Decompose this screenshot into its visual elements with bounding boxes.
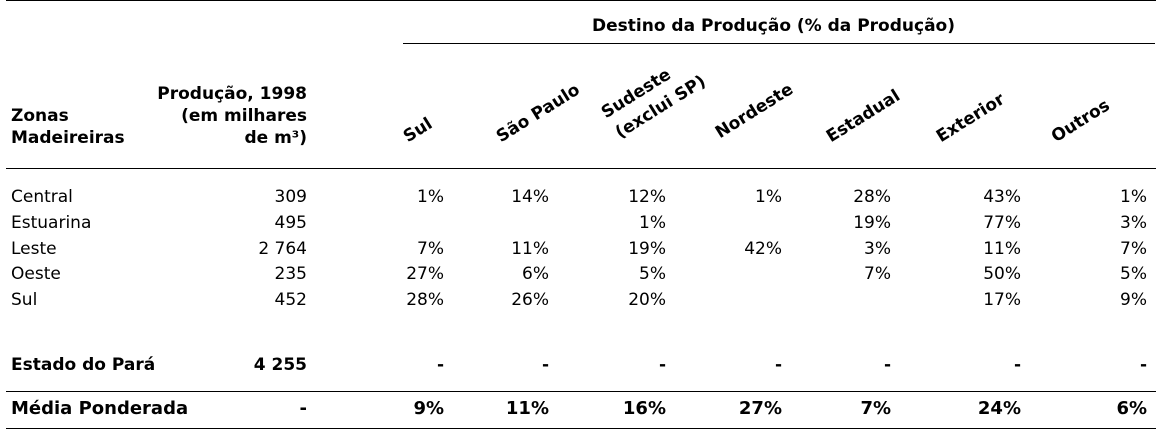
col-header-sul: Sul <box>399 113 437 147</box>
row-cell: 1% <box>755 187 782 207</box>
col-header-nordeste: Nordeste <box>711 79 797 143</box>
row-cell: 7% <box>417 239 444 259</box>
row-cell: 12% <box>628 187 666 207</box>
estado-cell: - <box>1139 355 1147 375</box>
row-cell: 3% <box>1120 213 1147 233</box>
producao-header-line1: Produção, 1998 <box>157 84 307 104</box>
header-rule <box>6 168 1156 169</box>
row-cell: 20% <box>628 290 666 310</box>
estado-cell: - <box>541 355 549 375</box>
zona-header-line2: Madeireiras <box>11 128 125 148</box>
row-cell: 1% <box>1120 187 1147 207</box>
row-cell: 28% <box>406 290 444 310</box>
destino-rule <box>403 43 1155 44</box>
row-cell: 7% <box>1120 239 1147 259</box>
estado-cell: - <box>436 355 444 375</box>
col-header-exterior: Exterior <box>932 89 1009 147</box>
row-producao: 2 764 <box>258 239 307 259</box>
row-zona: Leste <box>11 239 57 259</box>
estado-producao: 4 255 <box>253 355 307 375</box>
row-producao: 495 <box>274 213 307 233</box>
row-cell: 14% <box>511 187 549 207</box>
row-cell: 6% <box>522 264 549 284</box>
estado-cell: - <box>658 355 666 375</box>
col-header-sao-paulo: São Paulo <box>492 79 584 147</box>
media-label: Média Ponderada <box>11 398 189 419</box>
row-cell: 27% <box>406 264 444 284</box>
row-cell: 26% <box>511 290 549 310</box>
estado-cell: - <box>774 355 782 375</box>
media-cell: 16% <box>622 398 666 419</box>
row-cell: 11% <box>511 239 549 259</box>
estado-cell: - <box>1013 355 1021 375</box>
media-rule-top <box>6 391 1156 392</box>
row-producao: 235 <box>274 264 307 284</box>
row-cell: 9% <box>1120 290 1147 310</box>
row-cell: 77% <box>983 213 1021 233</box>
row-zona: Estuarina <box>11 213 92 233</box>
row-zona: Sul <box>11 290 38 310</box>
row-cell: 50% <box>983 264 1021 284</box>
row-cell: 28% <box>853 187 891 207</box>
row-producao: 452 <box>274 290 307 310</box>
row-cell: 5% <box>1120 264 1147 284</box>
media-cell: 6% <box>1116 398 1147 419</box>
destino-title: Destino da Produção (% da Produção) <box>592 16 955 36</box>
row-cell: 1% <box>417 187 444 207</box>
row-zona: Oeste <box>11 264 61 284</box>
row-cell: 11% <box>983 239 1021 259</box>
estado-cell: - <box>883 355 891 375</box>
estado-label: Estado do Pará <box>11 355 156 375</box>
row-cell: 43% <box>983 187 1021 207</box>
row-cell: 7% <box>864 264 891 284</box>
media-cell: 7% <box>860 398 891 419</box>
row-cell: 19% <box>853 213 891 233</box>
top-rule <box>6 0 1156 1</box>
media-cell: 9% <box>413 398 444 419</box>
row-cell: 19% <box>628 239 666 259</box>
row-producao: 309 <box>274 187 307 207</box>
zona-header-line1: Zonas <box>11 106 69 126</box>
row-cell: 1% <box>639 213 666 233</box>
media-cell: 11% <box>505 398 549 419</box>
producao-header-line3: de m³) <box>244 128 307 148</box>
row-cell: 17% <box>983 290 1021 310</box>
bottom-rule <box>6 428 1156 429</box>
row-cell: 42% <box>744 239 782 259</box>
media-cell: 24% <box>977 398 1021 419</box>
row-cell: 3% <box>864 239 891 259</box>
media-cell: 27% <box>738 398 782 419</box>
col-header-estadual: Estadual <box>822 85 904 147</box>
col-header-outros: Outros <box>1047 95 1114 147</box>
row-cell: 5% <box>639 264 666 284</box>
producao-header-line2: (em milhares <box>181 106 307 126</box>
row-zona: Central <box>11 187 73 207</box>
media-producao: - <box>299 398 307 419</box>
